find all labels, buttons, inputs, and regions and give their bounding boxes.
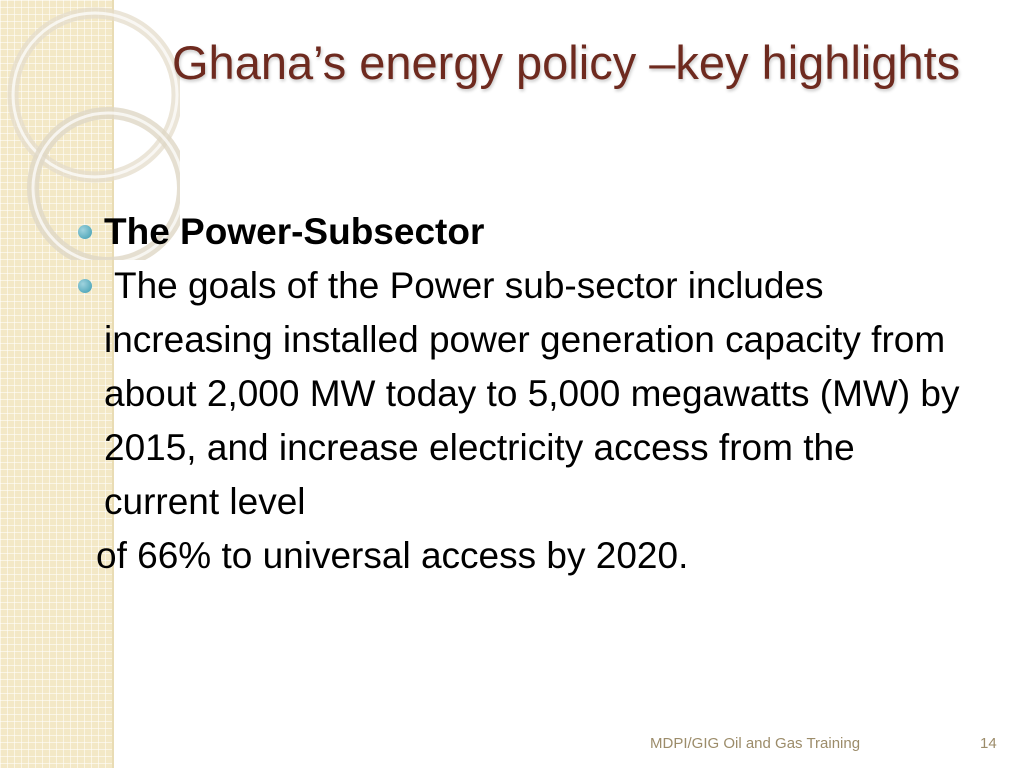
side-strip-edge	[112, 0, 114, 768]
bullet-dot-icon	[78, 225, 92, 239]
page-number: 14	[980, 735, 997, 752]
footer-text: MDPI/GIG Oil and Gas Training	[650, 735, 861, 752]
bullet-item: The Power-Subsector	[72, 205, 972, 259]
decorative-rings	[7, 7, 180, 260]
upper-ring-highlight	[11, 11, 179, 179]
bullet-continuation-text: of 66% to universal access by 2020.	[96, 535, 689, 576]
bullet-body-text: The goals of the Power sub-sector includ…	[104, 265, 960, 522]
bullet-dot-icon	[78, 279, 92, 293]
bullet-heading: The Power-Subsector	[104, 211, 485, 252]
lower-ring-highlight	[31, 111, 180, 260]
slide-title: Ghana’s energy policy –key highlights	[172, 36, 961, 89]
bullet-item: The goals of the Power sub-sector includ…	[72, 259, 972, 529]
slide-content: The Power-Subsector The goals of the Pow…	[72, 205, 972, 583]
